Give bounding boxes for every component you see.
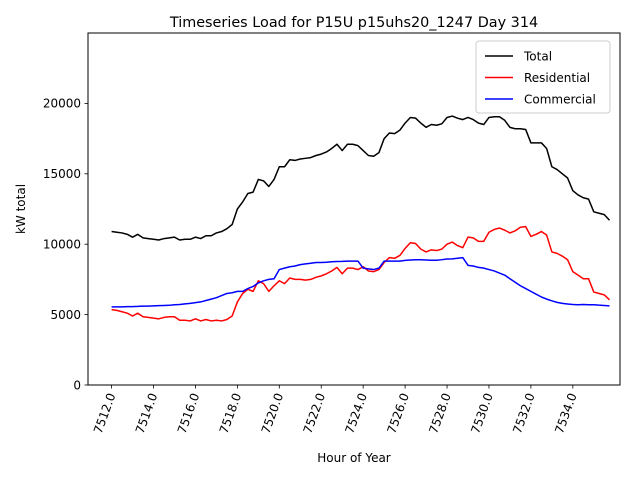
series-layer [111, 115, 611, 322]
legend-label-commercial: Commercial [524, 92, 596, 106]
legend-label-residential: Residential [524, 71, 590, 85]
y-tick-label: 15000 [43, 167, 81, 181]
y-tick-label: 0 [73, 378, 81, 392]
chart-title: Timeseries Load for P15U p15uhs20_1247 D… [169, 15, 538, 31]
plot-frame [87, 32, 621, 386]
y-tick-label: 5000 [50, 308, 81, 322]
series-line-commercial [111, 256, 610, 308]
series-line-residential [111, 225, 611, 322]
y-axis-label: kW total [14, 184, 28, 234]
legend-label-total: Total [523, 49, 552, 63]
legend-box [475, 40, 611, 114]
y-tick-label: 20000 [43, 97, 81, 111]
y-axis: 0 5000 10000 15000 20000 [43, 97, 88, 392]
x-axis-label: Hour of Year [317, 451, 391, 465]
legend: Total Residential Commercial [475, 40, 611, 114]
y-tick-label: 10000 [43, 238, 81, 252]
series-line-total [111, 115, 611, 241]
